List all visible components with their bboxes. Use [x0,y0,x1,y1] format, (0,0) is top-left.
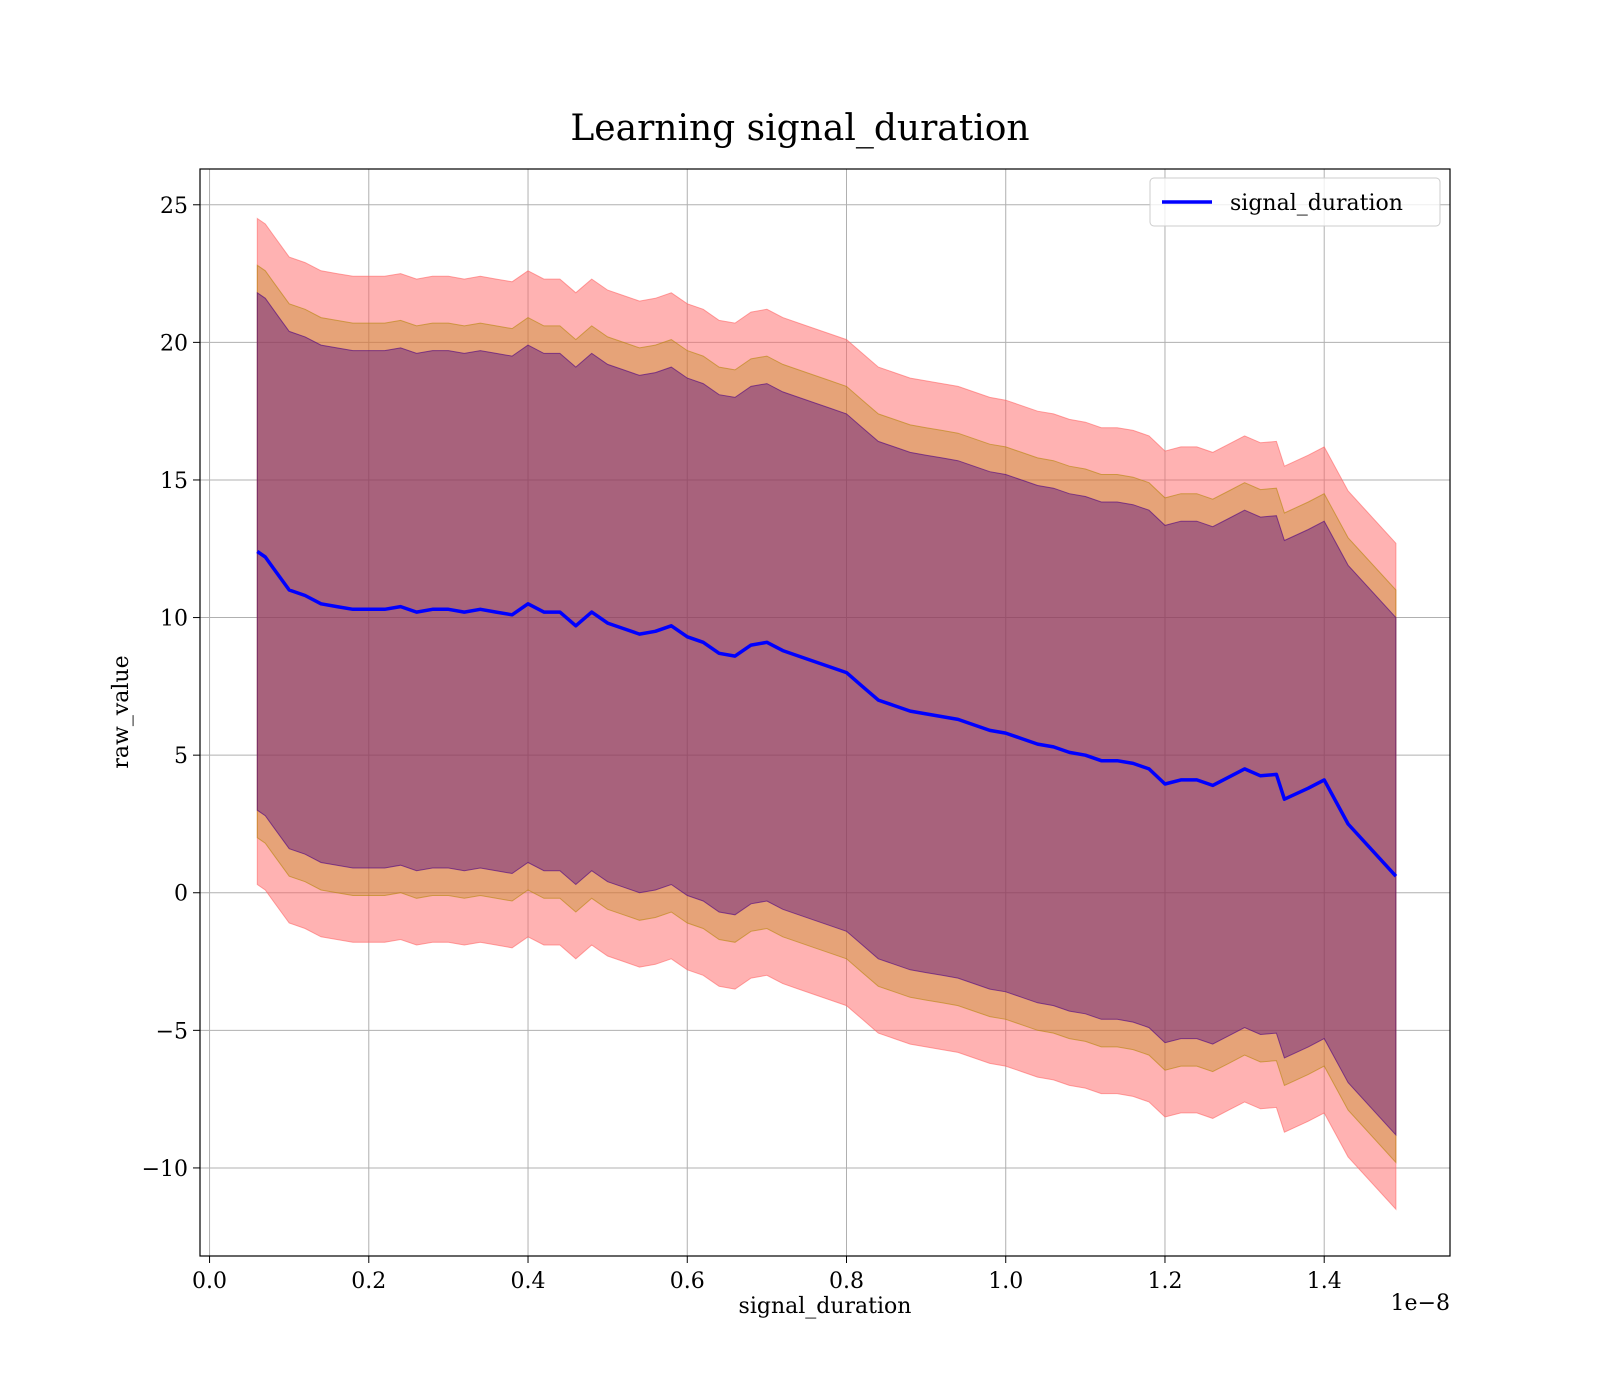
x-tick-label: 1.2 [1147,1269,1182,1294]
y-tick-label: 15 [160,469,188,494]
plot-frame [199,168,1451,1257]
x-tick-label: 0.2 [351,1269,386,1294]
x-tick-label: 1.4 [1307,1269,1342,1294]
y-tick-label: 0 [174,882,188,907]
x-tick-label: 1.0 [988,1269,1023,1294]
y-tick-label: −10 [142,1157,188,1182]
y-axis-label: raw_value [109,655,134,768]
x-axis: 0.0 0.2 0.4 0.6 0.8 1.0 1.2 1.4 [192,1256,1342,1294]
x-tick-label: 0.0 [192,1269,227,1294]
y-tick-label: 5 [174,744,188,769]
y-tick-label: −5 [156,1019,188,1044]
confidence-band-outer [256,217,1397,1211]
series-line-signal-duration [256,550,1398,878]
legend-entry-label: signal_duration [1230,191,1403,216]
y-tick-label: 25 [160,194,188,219]
x-tick-label: 0.8 [829,1269,864,1294]
y-axis: −10 −5 0 5 10 15 20 25 [142,194,200,1182]
confidence-band-middle [256,264,1397,1164]
x-axis-offset-label: 1e−8 [1391,1291,1450,1316]
line-layer [256,550,1398,878]
y-tick-label: 20 [160,331,188,356]
y-tick-label: 10 [160,607,188,632]
legend: signal_duration [1149,177,1441,227]
x-tick-label: 0.6 [670,1269,705,1294]
x-axis-label: signal_duration [739,1294,912,1319]
chart-title: Learning signal_duration [570,108,1029,149]
legend-box [1149,177,1441,227]
confidence-band-inner [256,291,1397,1137]
x-tick-label: 0.4 [511,1269,546,1294]
band-layer [256,217,1397,1211]
